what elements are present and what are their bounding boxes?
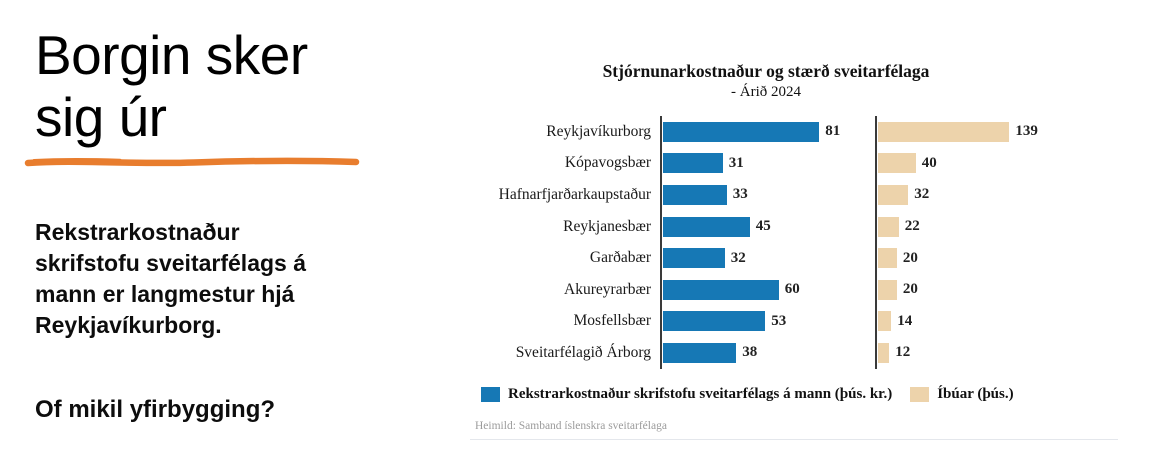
population-bar — [878, 342, 890, 363]
chart-legend: Rekstrarkostnaður skrifstofu sveitarféla… — [481, 386, 1014, 403]
cost-panel: 33 — [660, 179, 875, 211]
population-bar — [878, 184, 909, 205]
population-value-label: 139 — [1015, 123, 1038, 140]
chart-row: Reykjanesbær 45 22 — [460, 211, 1165, 243]
bottom-divider — [470, 439, 1118, 440]
chart-row: Reykjavíkurborg 81 139 — [460, 116, 1165, 148]
lede-paragraph: Rekstrarkostnaður skrifstofu sveitarfélag… — [35, 219, 307, 338]
cost-panel: 53 — [660, 306, 875, 338]
population-panel: 12 — [875, 337, 910, 369]
question-text: Of mikil yfirbygging? — [35, 396, 276, 423]
cost-panel: 60 — [660, 274, 875, 306]
cost-value-label: 53 — [771, 312, 787, 329]
cost-value-label: 45 — [755, 218, 771, 235]
cost-bar — [663, 248, 725, 269]
population-bar — [878, 248, 897, 269]
category-label: Akureyrarbær — [564, 280, 651, 298]
population-panel: 139 — [875, 116, 1038, 148]
cost-bar — [663, 184, 727, 205]
cost-bar — [663, 121, 820, 142]
category-label: Reykjanesbær — [563, 217, 651, 235]
legend-item-cost: Rekstrarkostnaður skrifstofu sveitarféla… — [481, 386, 892, 403]
cost-bar — [663, 153, 723, 174]
chart-row: Garðabær 32 20 — [460, 242, 1165, 274]
chart-title: Stjórnunarkostnaður og stærð sveitarféla… — [602, 61, 930, 81]
bar-chart: Stjórnunarkostnaður og stærð sveitarféla… — [460, 0, 1165, 461]
population-value-label: 20 — [902, 281, 918, 298]
cost-panel: 32 — [660, 242, 875, 274]
chart-rows: Reykjavíkurborg 81 139 Kópavogsbær 31 40 Hafna… — [460, 116, 1165, 369]
population-value-label: 22 — [904, 218, 920, 235]
cost-panel: 81 — [660, 116, 875, 148]
page-headline: Borgin sker sig úr — [35, 23, 308, 148]
population-value-label: 12 — [895, 344, 911, 361]
chart-subtitle: - Árið 2024 — [731, 84, 801, 100]
population-value-label: 20 — [902, 249, 918, 266]
cost-value-label: 32 — [730, 249, 746, 266]
category-label: Kópavogsbær — [564, 154, 651, 172]
population-legend-label: Íbúar (þús.) — [937, 386, 1014, 402]
cost-legend-swatch — [481, 387, 500, 402]
cost-legend-label: Rekstrarkostnaður skrifstofu sveitarféla… — [508, 386, 893, 402]
chart-row: Akureyrarbær 60 20 — [460, 274, 1165, 306]
cost-bar — [663, 311, 766, 332]
population-axis-line — [875, 116, 877, 369]
population-panel: 14 — [875, 306, 912, 338]
chart-row: Hafnarfjarðarkaupstaður 33 32 — [460, 179, 1165, 211]
population-bar — [878, 121, 1010, 142]
orange-underline-swoosh — [24, 157, 360, 167]
cost-panel: 38 — [660, 337, 875, 369]
cost-panel: 45 — [660, 211, 875, 243]
cost-value-label: 60 — [784, 281, 800, 298]
category-label: Garðabær — [589, 249, 651, 267]
population-legend-swatch — [910, 387, 930, 402]
category-label: Mosfellsbær — [573, 312, 652, 330]
population-value-label: 14 — [897, 312, 913, 329]
chart-source: Heimild: Samband íslenskra sveitarfélaga — [475, 420, 667, 432]
population-panel: 22 — [875, 211, 920, 243]
category-label: Hafnarfjarðarkaupstaður — [498, 185, 651, 203]
legend-item-population: Íbúar (þús.) — [910, 386, 1014, 403]
chart-row: Mosfellsbær 53 14 — [460, 306, 1165, 338]
population-bar — [878, 216, 899, 237]
cost-value-label: 81 — [825, 123, 841, 140]
cost-bar — [663, 342, 737, 363]
population-panel: 20 — [875, 274, 918, 306]
population-panel: 32 — [875, 179, 929, 211]
population-bar — [878, 279, 897, 300]
population-bar — [878, 311, 892, 332]
cost-axis-line — [660, 116, 662, 369]
population-value-label: 40 — [921, 154, 937, 171]
cost-panel: 31 — [660, 148, 875, 180]
cost-value-label: 33 — [732, 186, 748, 203]
category-label: Sveitarfélagið Árborg — [515, 343, 651, 361]
cost-bar — [663, 279, 779, 300]
population-panel: 40 — [875, 148, 937, 180]
population-panel: 20 — [875, 242, 918, 274]
chart-row: Kópavogsbær 31 40 — [460, 148, 1165, 180]
chart-row: Sveitarfélagið Árborg 38 12 — [460, 337, 1165, 369]
population-bar — [878, 153, 916, 174]
cost-bar — [663, 216, 750, 237]
cost-value-label: 31 — [728, 154, 744, 171]
population-value-label: 32 — [914, 186, 930, 203]
cost-value-label: 38 — [742, 344, 758, 361]
category-label: Reykjavíkurborg — [546, 122, 651, 140]
